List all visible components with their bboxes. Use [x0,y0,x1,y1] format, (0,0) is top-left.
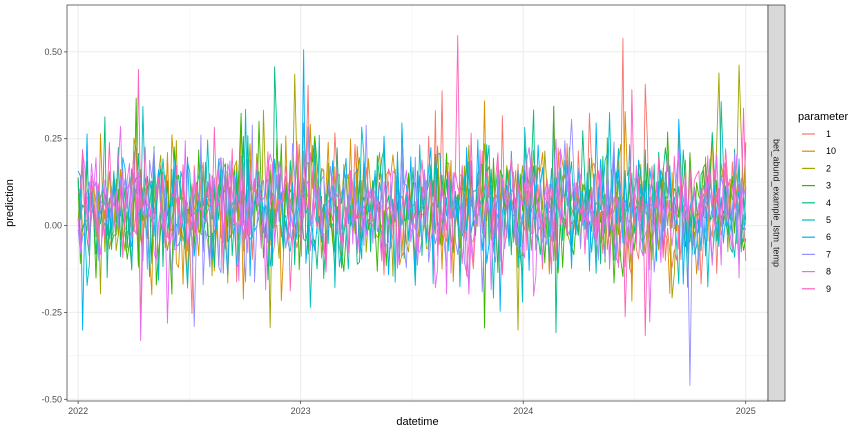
series-line-9 [77,35,747,337]
y-tick-label: -0.25 [41,307,62,317]
x-tick-label: 2022 [68,406,88,416]
facet-strip: bet_abund_example_lstm_temp [767,4,786,402]
y-tick-label: 0.25 [44,134,62,144]
series-lines [77,35,747,386]
legend-label-5: 5 [826,215,831,225]
legend-label-9: 9 [826,284,831,294]
y-tick-label: 0.50 [44,47,62,57]
legend-title: parameter [798,111,848,123]
legend-label-8: 8 [826,267,831,277]
y-tick-label: 0.00 [44,221,62,231]
x-axis: 2022 2023 2024 2025 [68,401,756,416]
y-tick-label: -0.50 [41,394,62,404]
x-tick-label: 2025 [736,406,756,416]
facet-strip-background [767,4,786,402]
legend-label-6: 6 [826,232,831,242]
x-tick-label: 2023 [291,406,311,416]
legend: parameter 1 10 2 3 4 5 6 7 8 9 [798,111,848,294]
legend-label-3: 3 [826,181,831,191]
y-axis-title: prediction [4,179,16,227]
legend-items: 1 10 2 3 4 5 6 7 8 9 [802,129,836,294]
legend-label-10: 10 [826,146,836,156]
x-tick-label: 2024 [513,406,533,416]
x-axis-title: datetime [396,416,438,428]
legend-label-2: 2 [826,163,831,173]
legend-label-7: 7 [826,249,831,259]
legend-label-4: 4 [826,198,831,208]
y-axis: -0.50 -0.25 0.00 0.25 0.50 [41,47,67,404]
legend-label-1: 1 [826,129,831,139]
facet-strip-label: bet_abund_example_lstm_temp [772,139,782,267]
